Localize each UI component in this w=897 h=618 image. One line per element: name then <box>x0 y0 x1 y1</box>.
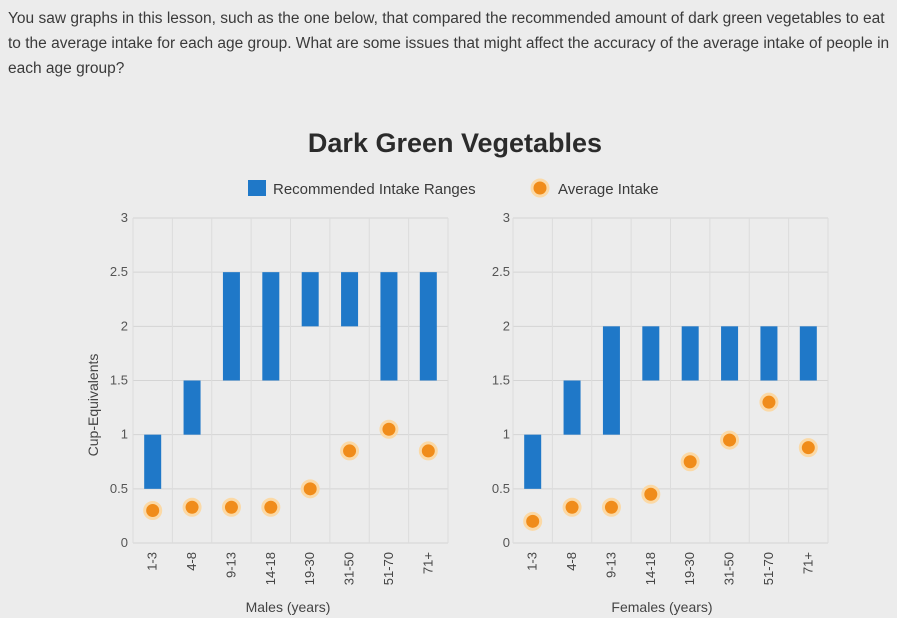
y-tick-label: 0.5 <box>110 481 128 496</box>
average-intake-point <box>523 511 543 531</box>
legend-recommended-label: Recommended Intake Ranges <box>273 181 476 198</box>
chart-title: Dark Green Vegetables <box>308 128 602 158</box>
chart-panel-0: 0 0.5 1 1.5 2 2.5 3 1-3 4-8 9-13 14-18 19-30 31-50 51… <box>110 210 449 615</box>
question-text: You saw graphs in this lesson, such as t… <box>8 10 890 77</box>
x-axis-title: Females (years) <box>611 599 712 615</box>
average-intake-point <box>379 419 399 439</box>
category-label: 31-50 <box>722 552 737 585</box>
category-label: 31-50 <box>342 552 357 585</box>
average-intake-point <box>182 497 202 517</box>
average-intake-point <box>601 497 621 517</box>
y-tick-label: 2.5 <box>492 264 510 279</box>
category-label: 51-70 <box>381 552 396 585</box>
y-tick-label: 2 <box>121 318 128 333</box>
category-label: 1-3 <box>145 552 160 571</box>
y-tick-label: 1 <box>121 427 128 442</box>
category-label: 51-70 <box>761 552 776 585</box>
category-label: 19-30 <box>682 552 697 585</box>
recommended-range-bar <box>380 272 398 381</box>
recommended-range-bar <box>183 380 201 435</box>
y-tick-label: 0.5 <box>492 481 510 496</box>
recommended-range-bar <box>799 326 817 381</box>
recommended-range-bar <box>341 272 359 327</box>
recommended-range-bar <box>524 434 542 489</box>
y-tick-label: 2.5 <box>110 264 128 279</box>
category-label: 19-30 <box>302 552 317 585</box>
average-intake-point <box>641 484 661 504</box>
y-tick-label: 3 <box>121 210 128 225</box>
recommended-range-bar <box>721 326 739 381</box>
average-intake-point <box>143 501 163 520</box>
legend-recommended-swatch <box>248 180 266 196</box>
category-label: 14-18 <box>263 552 278 585</box>
recommended-range-bar <box>681 326 699 381</box>
category-label: 4-8 <box>184 552 199 571</box>
category-label: 9-13 <box>223 552 238 578</box>
y-tick-label: 0 <box>121 535 128 550</box>
category-label: 4-8 <box>564 552 579 571</box>
category-label: 71+ <box>800 552 815 574</box>
category-label: 14-18 <box>643 552 658 585</box>
average-intake-point <box>798 438 818 458</box>
recommended-range-bar <box>419 272 437 381</box>
recommended-range-bar <box>144 434 162 489</box>
category-label: 71+ <box>420 552 435 574</box>
recommended-range-bar <box>563 380 581 435</box>
average-intake-point <box>221 497 241 517</box>
average-intake-point <box>720 430 740 450</box>
y-axis-title: Cup-Equivalents <box>85 354 101 457</box>
recommended-range-bar <box>602 326 620 435</box>
y-tick-label: 1 <box>503 427 510 442</box>
average-intake-point <box>261 497 281 517</box>
y-tick-label: 2 <box>503 318 510 333</box>
average-intake-point <box>680 452 700 472</box>
average-intake-point <box>418 441 438 461</box>
recommended-range-bar <box>642 326 660 381</box>
legend-average-marker <box>530 178 550 198</box>
recommended-range-bar <box>222 272 240 381</box>
average-intake-point <box>300 479 320 499</box>
average-intake-point <box>562 497 582 517</box>
y-tick-label: 0 <box>503 535 510 550</box>
average-intake-point <box>759 392 779 412</box>
category-label: 1-3 <box>525 552 540 571</box>
recommended-range-bar <box>760 326 778 381</box>
recommended-range-bar <box>301 272 319 327</box>
x-axis-title: Males (years) <box>246 599 331 615</box>
recommended-range-bar <box>262 272 280 381</box>
y-tick-label: 1.5 <box>492 373 510 388</box>
y-tick-label: 3 <box>503 210 510 225</box>
y-tick-label: 1.5 <box>110 373 128 388</box>
average-intake-point <box>340 441 360 461</box>
chart-panel-1: 0 0.5 1 1.5 2 2.5 3 1-3 4-8 9-13 14-18 19-30 31-50 51… <box>492 210 829 615</box>
category-label: 9-13 <box>603 552 618 578</box>
legend-average-label: Average Intake <box>558 181 659 198</box>
